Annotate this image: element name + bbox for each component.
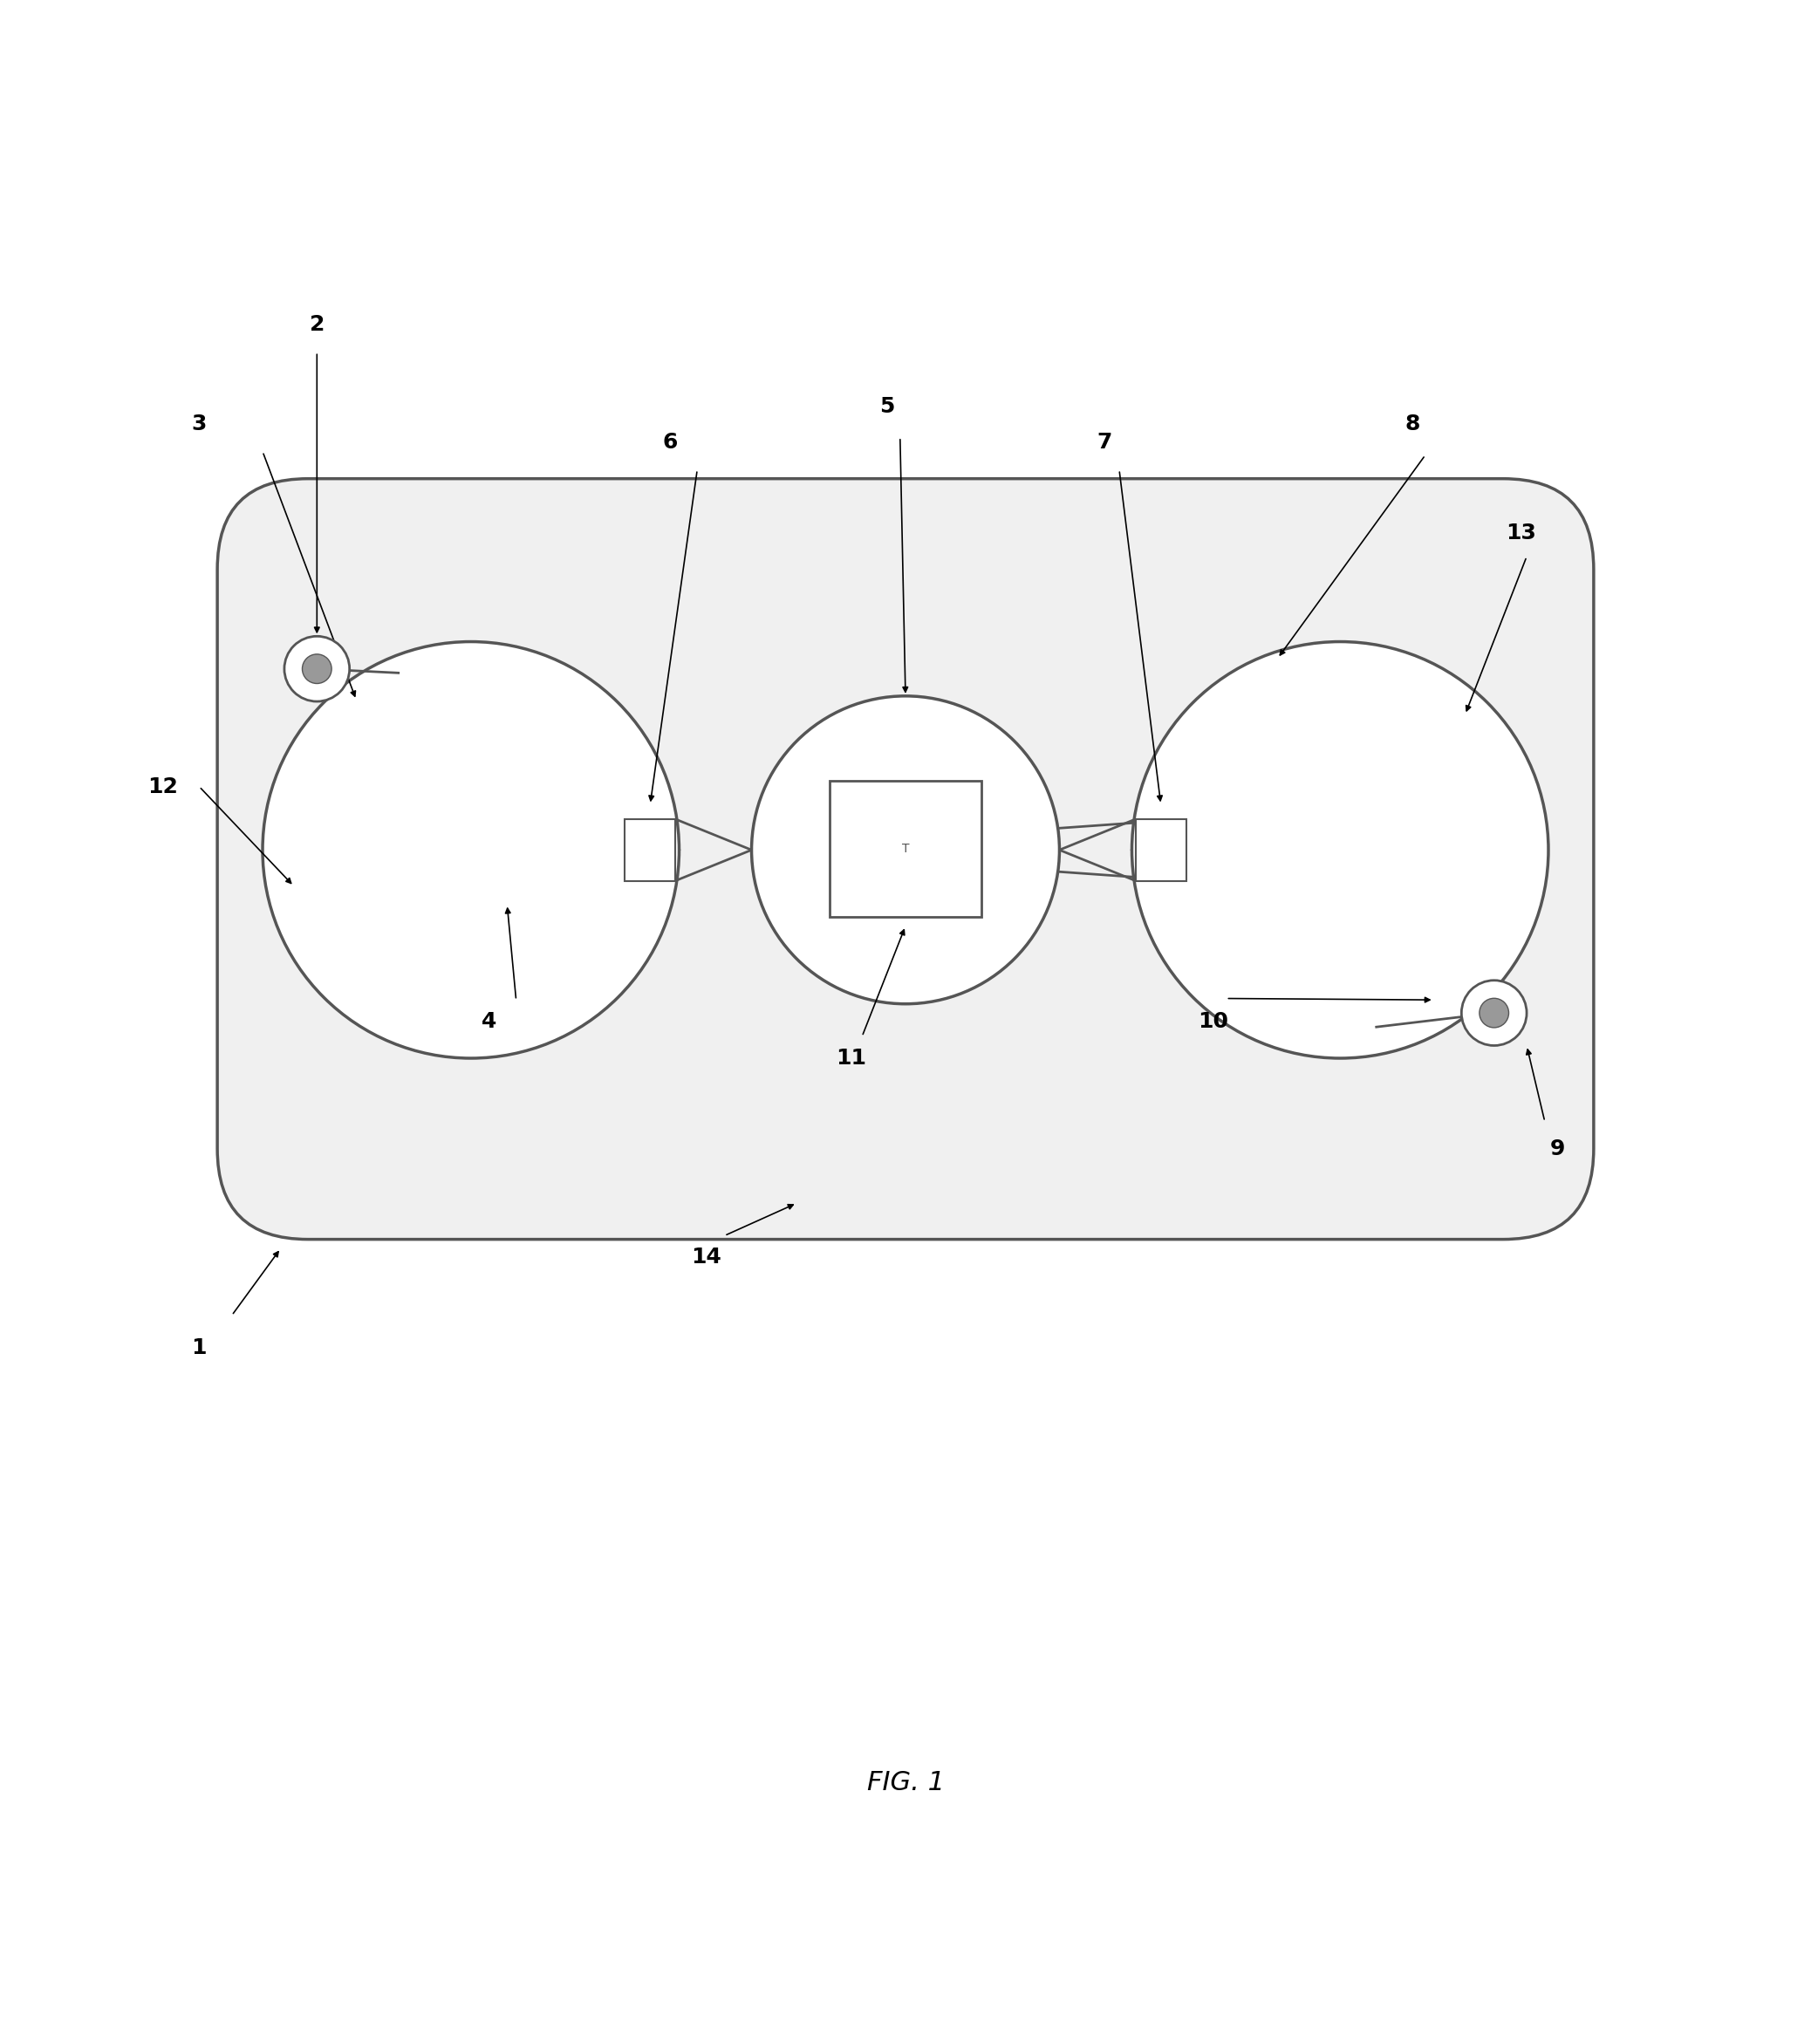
Circle shape	[284, 636, 350, 701]
Bar	[625, 820, 676, 881]
Text: 2: 2	[310, 315, 324, 335]
Text: T: T	[902, 842, 909, 854]
Circle shape	[1132, 642, 1548, 1059]
Text: 6: 6	[663, 431, 677, 454]
Text: 3: 3	[192, 413, 206, 435]
Text: 14: 14	[692, 1247, 721, 1267]
Text: 7: 7	[1097, 431, 1112, 454]
FancyBboxPatch shape	[217, 478, 1594, 1239]
Text: 8: 8	[1405, 413, 1420, 435]
Text: 12: 12	[149, 777, 177, 797]
Circle shape	[752, 697, 1059, 1004]
Circle shape	[263, 642, 679, 1059]
Circle shape	[1480, 997, 1509, 1028]
Text: 9: 9	[1550, 1139, 1565, 1159]
Text: 4: 4	[482, 1012, 496, 1032]
Text: 5: 5	[880, 397, 895, 417]
Text: 1: 1	[192, 1337, 206, 1359]
Bar	[829, 781, 982, 918]
Bar	[1135, 820, 1186, 881]
Text: 13: 13	[1507, 523, 1536, 544]
Circle shape	[302, 654, 331, 683]
Text: 10: 10	[1199, 1012, 1228, 1032]
Text: 11: 11	[837, 1049, 866, 1069]
Circle shape	[1461, 981, 1527, 1047]
Text: FIG. 1: FIG. 1	[867, 1770, 944, 1795]
